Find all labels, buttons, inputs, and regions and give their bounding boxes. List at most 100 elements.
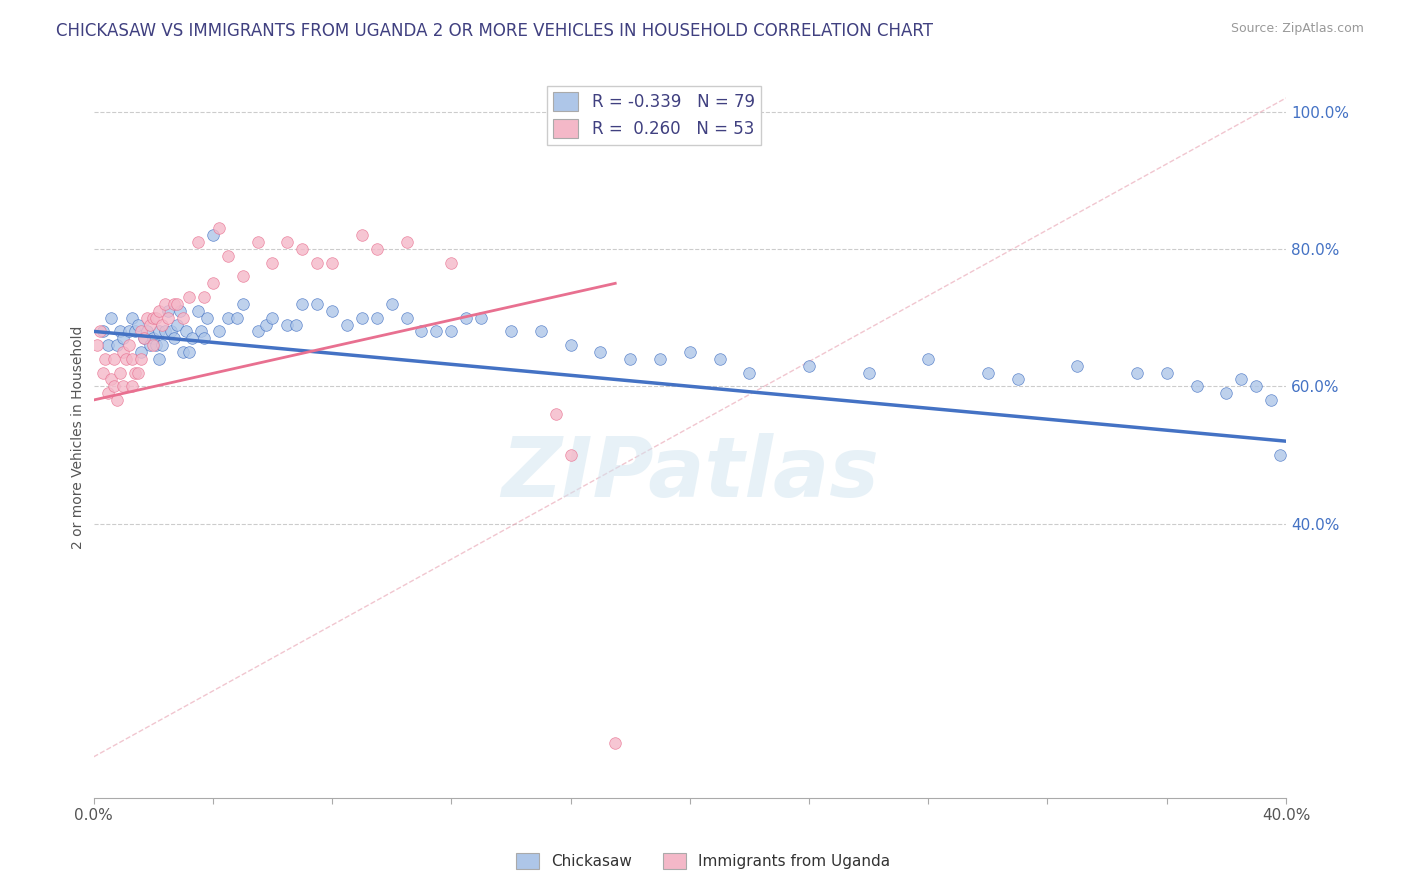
Point [1156,366,1178,380]
Point [530,324,553,338]
Point [350,228,373,243]
Point [395,310,418,325]
Point [112,345,135,359]
Point [160,324,183,338]
Point [193,331,215,345]
Point [291,297,314,311]
Point [1066,359,1088,373]
Point [129,351,152,366]
Point [366,242,388,256]
Point [395,235,418,249]
Point [190,324,212,338]
Point [246,324,269,338]
Point [94,351,117,366]
Point [709,351,731,366]
Point [276,318,298,332]
Point [217,249,239,263]
Point [1230,372,1253,386]
Point [307,256,329,270]
Point [366,310,388,325]
Point [139,318,162,332]
Point [150,318,173,332]
Point [262,256,284,270]
Point [1007,372,1029,386]
Point [350,310,373,325]
Point [163,297,186,311]
Text: Source: ZipAtlas.com: Source: ZipAtlas.com [1230,22,1364,36]
Point [411,324,433,338]
Point [187,235,209,249]
Point [797,359,820,373]
Point [425,324,447,338]
Point [129,324,152,338]
Point [110,324,132,338]
Point [187,303,209,318]
Point [148,351,170,366]
Point [148,303,170,318]
Point [107,392,129,407]
Point [107,338,129,352]
Point [118,324,141,338]
Point [208,324,231,338]
Point [86,338,108,352]
Point [208,221,231,235]
Point [1126,366,1149,380]
Point [136,310,159,325]
Point [193,290,215,304]
Point [276,235,298,249]
Point [262,310,284,325]
Point [291,242,314,256]
Point [589,345,612,359]
Point [127,366,149,380]
Point [148,324,170,338]
Point [321,256,343,270]
Point [217,310,239,325]
Point [124,366,146,380]
Point [201,228,224,243]
Point [560,448,582,462]
Point [134,331,156,345]
Point [544,407,567,421]
Point [145,338,167,352]
Point [166,297,188,311]
Point [121,351,143,366]
Point [201,277,224,291]
Point [139,338,162,352]
Point [163,331,186,345]
Point [153,324,176,338]
Point [89,324,111,338]
Point [157,310,180,325]
Point [103,379,125,393]
Legend: Chickasaw, Immigrants from Uganda: Chickasaw, Immigrants from Uganda [510,847,896,875]
Point [169,303,191,318]
Point [1185,379,1208,393]
Point [181,331,204,345]
Point [136,324,159,338]
Point [166,318,188,332]
Point [917,351,939,366]
Point [285,318,308,332]
Point [121,379,143,393]
Point [172,310,194,325]
Point [336,318,359,332]
Point [1268,448,1291,462]
Point [232,297,254,311]
Point [225,310,247,325]
Point [124,324,146,338]
Point [177,345,200,359]
Point [738,366,761,380]
Point [256,318,278,332]
Text: ZIPatlas: ZIPatlas [501,434,879,515]
Point [321,303,343,318]
Point [118,338,141,352]
Point [129,345,152,359]
Point [174,324,197,338]
Point [145,310,167,325]
Point [977,366,1000,380]
Point [440,256,463,270]
Point [381,297,404,311]
Point [153,297,176,311]
Point [605,736,627,750]
Point [112,379,135,393]
Point [157,303,180,318]
